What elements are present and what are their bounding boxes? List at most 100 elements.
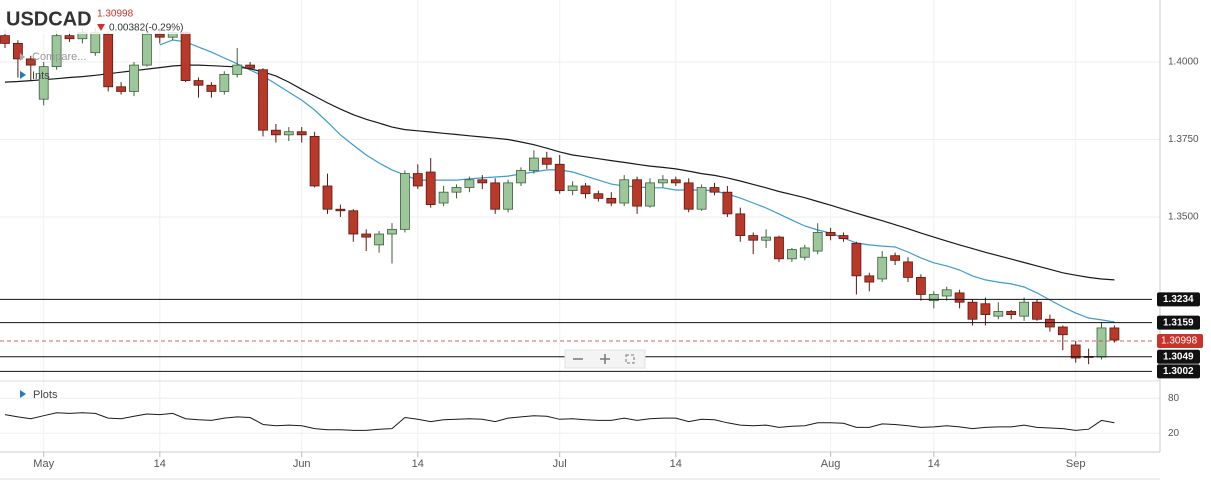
candle-body [799, 247, 810, 258]
level-label-bg [1157, 364, 1200, 379]
x-tick-label: Aug [821, 458, 841, 470]
candle-body [722, 191, 733, 215]
candle-body [335, 208, 346, 212]
x-tick-label: Jul [553, 458, 567, 470]
candle-body [748, 235, 759, 241]
level-label-bg [1157, 292, 1200, 307]
candle-body [851, 242, 862, 277]
candle-body [477, 179, 488, 184]
candle-body [916, 277, 926, 295]
candle-body [554, 163, 565, 192]
candle-body [193, 80, 204, 86]
candle-body [993, 311, 1004, 317]
candle-body [309, 135, 320, 187]
level-label: 1.3049 [1163, 351, 1194, 362]
zoom-controls [564, 349, 646, 369]
candle-body [774, 236, 784, 260]
plots-toggle[interactable]: Plots [33, 389, 58, 401]
symbol-title: USDCAD [6, 8, 92, 30]
candle-body [283, 131, 294, 136]
candle-body [451, 187, 462, 193]
grid [0, 0, 1160, 452]
axis-labels: 1.4000 1.3750 1.3500 80 20 May 14 Jun 14 Jul 14 Aug… [33, 57, 1203, 470]
candle-body [567, 185, 578, 192]
candle-body [903, 261, 913, 278]
level-label-bg [1157, 315, 1200, 330]
candle-body [116, 86, 126, 92]
candle-body [941, 289, 952, 297]
candle-body [64, 35, 75, 40]
x-tick-label: Sep [1066, 458, 1086, 470]
candle-body [1109, 327, 1120, 341]
candle-body [245, 64, 256, 69]
candle-body [258, 69, 268, 131]
price-label: 1.30998 [1161, 336, 1198, 347]
y-tick-label: 20 [1168, 428, 1180, 439]
candle-body [412, 173, 423, 187]
candle-body [399, 173, 410, 230]
candle-body [141, 33, 152, 66]
indicators-toggle[interactable]: Ints [32, 70, 50, 82]
y-tick-label: 1.3750 [1168, 134, 1199, 145]
candle-body [658, 179, 668, 184]
compare-icon[interactable] [20, 53, 25, 61]
candle-body [1070, 344, 1081, 359]
down-arrow-icon [97, 24, 105, 31]
y-tick-label: 1.3500 [1168, 212, 1199, 223]
candle-body [464, 179, 475, 188]
candle-body [490, 182, 501, 210]
candle-body [296, 131, 307, 136]
candle-body [516, 170, 526, 184]
candle-body [980, 303, 991, 316]
candle-body [696, 187, 707, 210]
level-label: 1.3234 [1163, 294, 1194, 305]
level-label: 1.3002 [1163, 366, 1194, 377]
oscillator-line [4, 412, 1115, 431]
x-tick-label: May [33, 458, 54, 470]
candle-body [954, 292, 965, 303]
price-label-bg [1157, 334, 1203, 349]
zoom-reset[interactable] [625, 354, 635, 364]
candle-body [232, 64, 243, 75]
x-tick-label: 14 [670, 458, 682, 470]
indicators-icon[interactable] [20, 71, 26, 79]
x-tick-label: 14 [928, 458, 940, 470]
candle-body [180, 32, 191, 81]
candle-body [606, 197, 617, 204]
candle-body [787, 249, 797, 260]
candle-body [1019, 301, 1029, 317]
candle-body [503, 182, 514, 210]
candle-body [838, 235, 849, 240]
candle-body [322, 185, 333, 210]
candle-body [761, 236, 771, 241]
price-change: 0.00382(-0.29%) [109, 23, 184, 34]
plots-icon[interactable] [20, 390, 26, 398]
candle-body [1096, 327, 1107, 358]
candle-body [206, 84, 217, 92]
candle-body [619, 179, 630, 204]
candle-body [90, 32, 101, 54]
candle-body [529, 157, 539, 171]
compare-button[interactable]: Compare... [32, 51, 86, 63]
candle-body [438, 191, 449, 204]
candle-body [1057, 326, 1068, 336]
y-tick-label: 80 [1168, 393, 1180, 404]
candle-body [270, 129, 281, 136]
candle-body [967, 301, 978, 320]
level-label-bg [1157, 349, 1200, 364]
candle-body [735, 213, 746, 236]
candle-body [129, 64, 139, 92]
candle-body [219, 73, 230, 92]
candle-body [877, 256, 888, 280]
candle-body [1006, 311, 1017, 316]
x-tick-label: 14 [412, 458, 424, 470]
candle-body [683, 182, 694, 210]
candle-body [25, 58, 36, 66]
candle-body [103, 33, 114, 88]
candle-body [890, 255, 900, 261]
plot-area [0, 27, 1152, 431]
candle-body [812, 232, 823, 252]
candle-body [38, 66, 49, 100]
candle-body [154, 33, 165, 38]
